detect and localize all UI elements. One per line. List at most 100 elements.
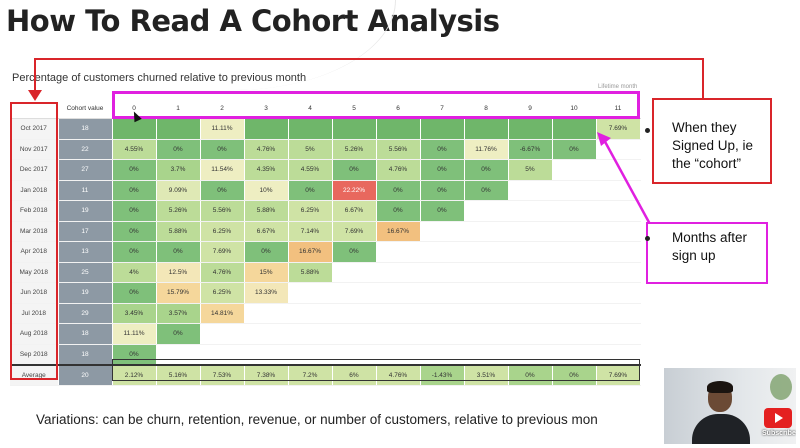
empty-cell	[596, 200, 641, 222]
cohort-row: Jan 2018 11 0% 9.09% 0% 10% 0% 22.22% 0% 0% 0%	[10, 180, 641, 201]
play-icon	[775, 413, 783, 423]
empty-cell	[552, 159, 597, 181]
churn-cell: 15.79%	[156, 282, 201, 304]
month-header: 3	[244, 98, 289, 119]
churn-cell: 6.67%	[332, 200, 377, 222]
cohort-size: 13	[58, 241, 113, 263]
cohort-label: Nov 2017	[10, 139, 59, 160]
subscribe-label[interactable]: Subscribe	[762, 430, 796, 437]
churn-cell: 7.38%	[244, 363, 289, 386]
empty-cell	[552, 200, 597, 222]
empty-cell	[508, 180, 553, 201]
empty-cell	[552, 221, 597, 242]
cohort-row: Feb 2018 19 0% 5.26% 5.56% 5.88% 6.25% 6.67% 0% 0…	[10, 200, 641, 222]
churn-cell: 5.16%	[156, 363, 201, 386]
cohort-callout-text: When they Signed Up, ie the “cohort”	[672, 120, 754, 171]
churn-cell: 6.25%	[200, 282, 245, 304]
magenta-arrow-icon	[597, 132, 653, 227]
months-callout-box	[646, 222, 768, 284]
churn-cell: 0%	[420, 200, 465, 222]
churn-cell	[552, 118, 597, 140]
empty-cell	[596, 241, 641, 263]
average-row-outline	[112, 359, 640, 381]
cohort-size: 18	[58, 118, 113, 140]
churn-cell: 3.7%	[156, 159, 201, 181]
empty-cell	[552, 282, 597, 304]
cohort-label: Oct 2017	[10, 118, 59, 140]
churn-cell: 4.55%	[112, 139, 157, 160]
churn-cell	[288, 118, 333, 140]
churn-cell: 13.33%	[244, 282, 289, 304]
churn-cell: 4.76%	[244, 139, 289, 160]
churn-cell: 6.67%	[244, 221, 289, 242]
empty-cell	[596, 282, 641, 304]
presenter-hair	[707, 381, 733, 393]
churn-cell: 9.09%	[156, 180, 201, 201]
churn-cell: 4.76%	[200, 262, 245, 283]
cohort-row: Dec 2017 27 0% 3.7% 11.54% 4.35% 4.55% 0% 4.76% 0…	[10, 159, 641, 181]
churn-cell: 11.11%	[200, 118, 245, 140]
churn-cell: 4.55%	[288, 159, 333, 181]
footer-text: Variations: can be churn, retention, rev…	[36, 412, 598, 427]
churn-cell: 7.69%	[200, 241, 245, 263]
cohort-value-header: Cohort value	[58, 98, 113, 119]
empty-cell	[508, 282, 553, 304]
empty-cell	[552, 262, 597, 283]
cohort-row: Aug 2018 18 11.11% 0%	[10, 323, 641, 345]
churn-cell: 11.11%	[112, 323, 157, 345]
table-subtitle: Percentage of customers churned relative…	[12, 72, 307, 84]
churn-cell: 7.69%	[596, 118, 641, 140]
cohort-table: Cohort value 0 1 2 3 4 5 6 7 8 9 10 11 O…	[10, 98, 641, 386]
cohort-row: Apr 2018 13 0% 0% 7.69% 0% 16.67% 0%	[10, 241, 641, 263]
churn-cell: 0%	[420, 159, 465, 181]
churn-cell: 0%	[288, 180, 333, 201]
empty-cell	[288, 323, 333, 345]
empty-cell	[376, 241, 421, 263]
empty-cell	[376, 262, 421, 283]
churn-cell: 5.88%	[288, 262, 333, 283]
empty-cell	[596, 262, 641, 283]
empty-cell	[596, 323, 641, 345]
churn-cell: 0%	[376, 200, 421, 222]
churn-cell: 5%	[508, 159, 553, 181]
cohort-size: 20	[58, 363, 113, 386]
cohort-size: 27	[58, 159, 113, 181]
cohort-size: 19	[58, 200, 113, 222]
cohort-label: Dec 2017	[10, 159, 59, 181]
cohort-size: 22	[58, 139, 113, 160]
average-row: Average 20 2.12% 5.16% 7.53% 7.38% 7.2% 6% 4.76%…	[10, 363, 641, 386]
empty-cell	[508, 200, 553, 222]
empty-cell	[376, 303, 421, 324]
empty-cell	[332, 262, 377, 283]
churn-cell	[508, 118, 553, 140]
churn-cell: 10%	[244, 180, 289, 201]
churn-cell: 0%	[332, 159, 377, 181]
empty-cell	[288, 282, 333, 304]
empty-cell	[464, 323, 509, 345]
empty-cell	[508, 221, 553, 242]
churn-cell: 4.76%	[376, 363, 421, 386]
empty-cell	[552, 180, 597, 201]
churn-cell: 0%	[112, 221, 157, 242]
month-header: 8	[464, 98, 509, 119]
empty-cell	[464, 303, 509, 324]
lifetime-month-label: Lifetime month	[598, 84, 638, 90]
table-header-row: Cohort value 0 1 2 3 4 5 6 7 8 9 10 11	[10, 98, 641, 119]
month-header: 6	[376, 98, 421, 119]
month-header: 4	[288, 98, 333, 119]
churn-cell: 5.88%	[156, 221, 201, 242]
churn-cell: 0%	[112, 180, 157, 201]
churn-cell: 0%	[112, 241, 157, 263]
empty-cell	[376, 323, 421, 345]
churn-cell: 3.45%	[112, 303, 157, 324]
cohort-row: Mar 2018 17 0% 5.88% 6.25% 6.67% 7.14% 7.69% 16.…	[10, 221, 641, 242]
churn-cell: 5.56%	[376, 139, 421, 160]
empty-cell	[552, 303, 597, 324]
cohort-callout-box	[652, 98, 772, 184]
churn-cell: 0%	[508, 363, 553, 386]
month-header: 2	[200, 98, 245, 119]
months-header-highlight	[112, 91, 640, 119]
month-header: 9	[508, 98, 553, 119]
churn-cell	[332, 118, 377, 140]
cohort-label: Sep 2018	[10, 344, 59, 365]
